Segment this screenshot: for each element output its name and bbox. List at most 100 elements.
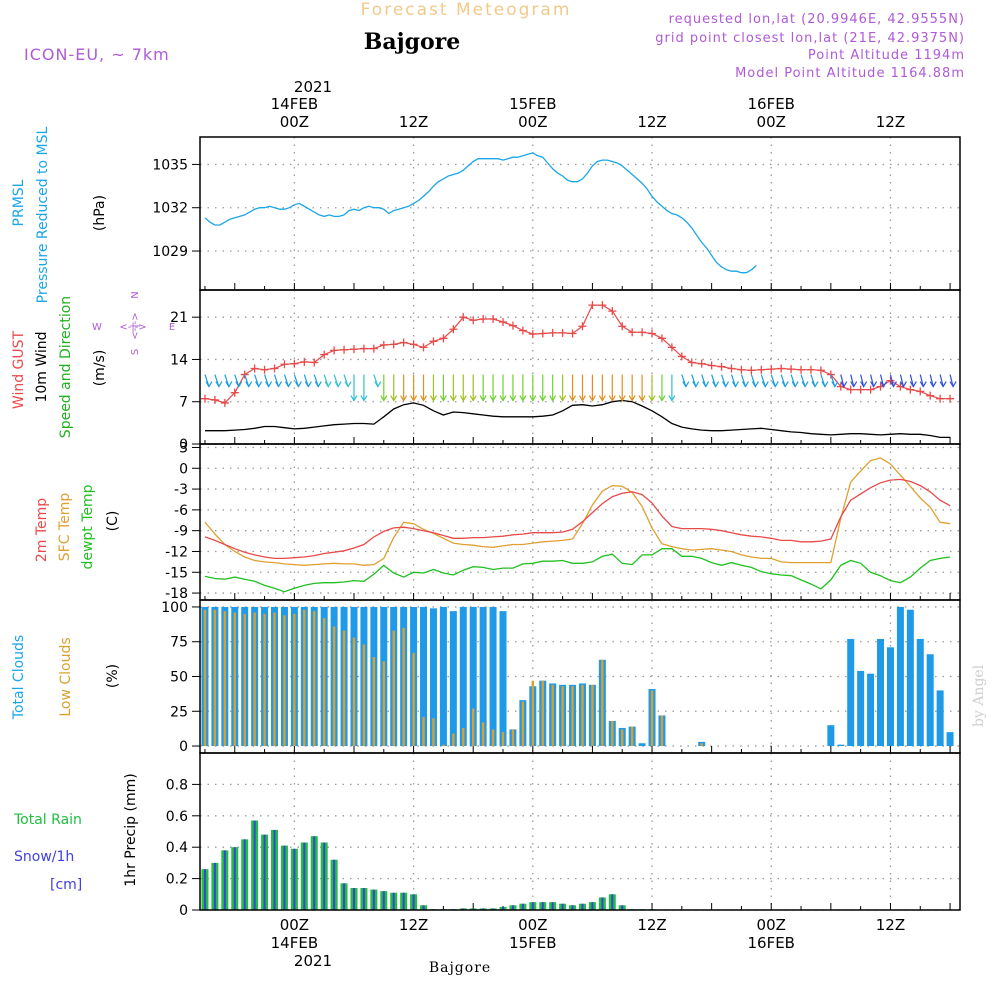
snow-bar xyxy=(333,859,336,910)
gust-marker xyxy=(628,328,637,337)
gust-marker xyxy=(409,340,418,349)
wind-arrow-head xyxy=(245,381,253,388)
low-cloud-bar xyxy=(491,729,495,747)
gust-marker xyxy=(816,366,825,375)
wind-arrow-head xyxy=(334,381,342,388)
compass-e: E xyxy=(169,322,175,333)
wind-gust-line xyxy=(204,304,951,404)
y-tick-label: 1029 xyxy=(152,244,188,260)
y-tick-label: 14 xyxy=(170,352,188,368)
snow-bar xyxy=(502,906,505,910)
wind-arrow-head xyxy=(821,381,829,388)
gust-marker xyxy=(687,358,696,367)
wind-arrow-head xyxy=(479,395,487,402)
top-hour-label: 00Z xyxy=(757,113,786,131)
wind-arrow xyxy=(899,374,904,387)
wind-arrow-head xyxy=(771,381,779,388)
gust-marker xyxy=(280,360,289,369)
bottom-date-label: 15FEB xyxy=(509,934,556,952)
wind-arrow-head xyxy=(205,381,213,388)
wind-arrow xyxy=(879,374,885,387)
temp-2m-label: 2m Temp xyxy=(34,498,50,562)
wind-arrow-head xyxy=(712,381,720,388)
y-tick-label: 0.8 xyxy=(166,777,188,793)
clouds-labels: Total Clouds Low Clouds (%) xyxy=(11,635,121,720)
temp-2m-line xyxy=(204,478,951,560)
wind-arrow-head xyxy=(840,381,848,388)
low-cloud-bar xyxy=(452,733,455,747)
gust-marker xyxy=(389,340,398,349)
wind-arrow-head xyxy=(692,381,700,388)
y-tick-label: -6 xyxy=(174,503,188,519)
wind-arrow-head xyxy=(682,381,690,388)
gust-marker xyxy=(330,346,339,355)
low-cloud-bar xyxy=(601,659,604,747)
total-cloud-bar xyxy=(847,638,855,747)
top-date-label: 15FEB xyxy=(509,95,556,113)
wind-arrow-head xyxy=(569,395,577,402)
top-hour-label: 00Z xyxy=(518,113,547,131)
y-tick-label: -9 xyxy=(174,524,188,540)
snow-bar xyxy=(531,902,534,910)
gust-marker xyxy=(638,328,647,337)
gust-marker xyxy=(846,385,855,394)
snow-bar xyxy=(551,902,554,910)
gust-marker xyxy=(518,326,527,335)
snow-bar xyxy=(472,908,475,910)
temperature-panel: 30-3-6-9-12-15-18 xyxy=(165,440,961,602)
low-cloud-bar xyxy=(342,630,346,747)
y-tick-label: -18 xyxy=(165,586,188,602)
low-cloud-bar xyxy=(402,627,405,747)
panel-frame xyxy=(199,136,961,291)
gust-marker xyxy=(648,329,657,338)
gust-marker xyxy=(310,358,319,367)
low-clouds-label: Low Clouds xyxy=(58,637,74,716)
snow-bar xyxy=(402,892,405,910)
wind-gust-label: Wind GUST xyxy=(11,330,27,409)
low-cloud-bar xyxy=(531,680,535,747)
wind-arrow-head xyxy=(939,381,947,388)
low-cloud-bar xyxy=(303,609,306,747)
wind-arrow xyxy=(840,374,845,387)
total-cloud-bar xyxy=(946,732,954,747)
snow-cm-label: [cm] xyxy=(50,877,82,893)
panel-frame xyxy=(199,752,961,911)
low-cloud-bar xyxy=(233,612,236,747)
gust-marker xyxy=(538,329,547,338)
total-cloud-bar xyxy=(489,606,497,747)
y-tick-label: 0 xyxy=(179,461,188,477)
wind-arrow-head xyxy=(588,395,596,402)
snow-bar xyxy=(521,903,524,910)
low-cloud-bar xyxy=(581,684,584,747)
snow-bar xyxy=(243,839,246,910)
gust-marker xyxy=(399,338,408,347)
low-cloud-bar xyxy=(571,686,574,747)
gust-marker xyxy=(677,352,686,361)
wind-speed-line xyxy=(205,399,951,439)
gust-marker xyxy=(479,314,488,323)
bottom-date-label: 14FEB xyxy=(271,934,318,952)
gust-marker xyxy=(667,343,676,352)
snow-bar xyxy=(352,888,355,910)
total-cloud-bar xyxy=(867,673,875,747)
model-altitude: Model Point Altitude 1164.88m xyxy=(735,66,965,81)
low-cloud-bar xyxy=(422,716,425,747)
wind-arrow-head xyxy=(899,381,907,388)
total-clouds-label: Total Clouds xyxy=(11,635,27,720)
gust-marker xyxy=(459,313,468,322)
gust-marker xyxy=(300,357,309,366)
gust-marker xyxy=(349,345,358,354)
total-rain-label: Total Rain xyxy=(13,812,82,828)
snow-bar xyxy=(343,883,346,910)
low-cloud-bar xyxy=(561,686,564,747)
low-cloud-bar xyxy=(203,609,207,747)
snow-bar xyxy=(372,889,375,910)
gust-marker xyxy=(369,344,378,353)
wind-arrow-head xyxy=(929,381,937,388)
gust-marker xyxy=(886,376,895,385)
wind-arrow xyxy=(929,374,934,387)
gust-marker xyxy=(469,316,478,325)
gust-marker xyxy=(578,322,587,331)
wind-arrow-head xyxy=(449,395,457,402)
wind-arrow-head xyxy=(608,395,616,402)
